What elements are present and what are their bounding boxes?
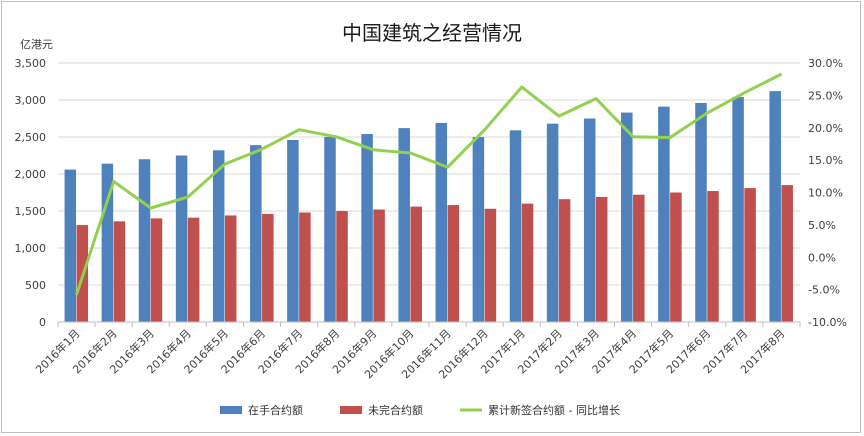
growth-rate-line — [75, 72, 783, 296]
bar-contract-on-hand — [435, 122, 448, 322]
y-left-tick-label: 3,000 — [15, 94, 47, 107]
bar-contract-on-hand — [732, 97, 744, 322]
bar-contract-remaining — [262, 213, 274, 322]
legend-swatch — [220, 406, 242, 414]
y-left-tick-label: 1,500 — [15, 205, 47, 218]
bar-contract-remaining — [373, 209, 385, 322]
bar-contract-on-hand — [695, 102, 707, 323]
bar-contract-remaining — [707, 191, 719, 322]
bar-contract-on-hand — [138, 159, 151, 322]
y-right-tick-label: 30.0% — [808, 57, 843, 70]
y-left-tick-label: 2,000 — [15, 168, 47, 181]
y-axis-left: 0 500 1,000 1,500 2,000 2,500 3,000 3,500 — [15, 57, 47, 329]
bar-contract-remaining — [336, 211, 348, 322]
y-axis-unit-label: 亿港元 — [20, 38, 53, 51]
bar-contract-on-hand — [175, 155, 188, 322]
y-left-tick-label: 0 — [39, 316, 46, 329]
bar-contract-on-hand — [250, 145, 262, 322]
legend-swatch — [340, 406, 362, 414]
bar-contract-remaining — [744, 188, 756, 322]
y-axis-right: -10.0% -5.0% 0.0% 5.0% 10.0% 15.0% 20.0% 25.0% 3… — [808, 57, 847, 329]
bars — [64, 91, 793, 323]
y-right-tick-label: -10.0% — [808, 316, 847, 329]
bar-contract-remaining — [113, 221, 126, 322]
y-right-tick-label: 20.0% — [808, 122, 843, 135]
bar-contract-remaining — [558, 199, 571, 322]
bar-contract-remaining — [521, 203, 534, 322]
gridlines — [58, 62, 800, 286]
legend-label: 未完合约额 — [368, 403, 423, 417]
bar-contract-on-hand — [509, 130, 522, 322]
bar-contract-on-hand — [361, 134, 373, 322]
bar-contract-remaining — [224, 215, 237, 322]
bar-contract-on-hand — [212, 150, 225, 322]
bar-contract-on-hand — [324, 137, 336, 322]
y-left-tick-label: 2,500 — [15, 131, 47, 144]
y-left-tick-label: 1,000 — [15, 242, 47, 255]
bar-contract-remaining — [781, 185, 793, 322]
legend-label: 在手合约额 — [248, 403, 303, 417]
bar-contract-remaining — [670, 192, 682, 322]
y-right-tick-label: -5.0% — [808, 284, 840, 297]
bar-contract-on-hand — [658, 106, 670, 322]
bar-contract-on-hand — [287, 139, 299, 322]
bar-contract-on-hand — [398, 128, 410, 322]
y-right-tick-label: 0.0% — [808, 251, 836, 264]
bar-contract-remaining — [299, 212, 311, 322]
bar-contract-remaining — [484, 208, 497, 322]
bar-contract-on-hand — [101, 163, 114, 322]
bar-contract-remaining — [187, 217, 200, 322]
y-right-tick-label: 5.0% — [808, 219, 836, 232]
y-left-tick-label: 500 — [25, 279, 46, 292]
x-axis: 2016年1月2016年2月2016年3月2016年4月2016年5月2016年… — [32, 321, 801, 381]
chart-title: 中国建筑之经营情况 — [342, 21, 522, 45]
bar-contract-on-hand — [546, 123, 559, 323]
y-right-tick-label: 10.0% — [808, 187, 843, 200]
bar-contract-remaining — [447, 205, 460, 322]
legend: 在手合约额 未完合约额 累计新签合约额 - 同比增长 — [220, 403, 620, 417]
bar-contract-remaining — [595, 196, 608, 322]
bar-contract-on-hand — [64, 169, 77, 322]
bar-contract-on-hand — [769, 91, 781, 323]
y-left-tick-label: 3,500 — [15, 57, 47, 70]
growth-line — [75, 72, 783, 296]
bar-contract-on-hand — [621, 112, 633, 322]
bar-contract-on-hand — [583, 118, 596, 322]
y-right-tick-label: 25.0% — [808, 89, 843, 102]
legend-label: 累计新签合约额 - 同比增长 — [488, 403, 620, 417]
bar-contract-on-hand — [472, 137, 485, 322]
bar-contract-remaining — [410, 206, 422, 322]
bar-contract-remaining — [633, 194, 645, 322]
y-right-tick-label: 15.0% — [808, 154, 843, 167]
bar-contract-remaining — [150, 218, 163, 322]
